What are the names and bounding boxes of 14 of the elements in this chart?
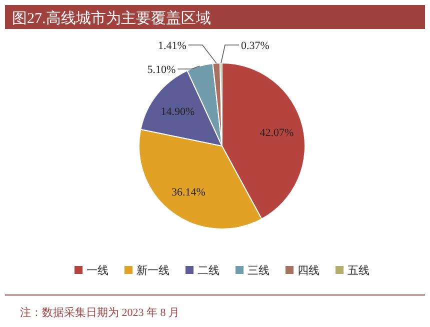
legend-label: 四线	[298, 264, 320, 277]
data-label: 42.07%	[260, 127, 294, 140]
data-label: 14.90%	[160, 106, 195, 118]
legend-label: 一线	[86, 264, 108, 277]
legend-label: 新一线	[136, 264, 170, 277]
legend-label: 二线	[198, 264, 220, 277]
legend-label: 三线	[248, 264, 270, 277]
chart-title: 图27.高线城市为主要覆盖区域	[12, 10, 211, 27]
data-label: 1.41%	[158, 40, 186, 52]
data-label: 5.10%	[147, 64, 176, 76]
data-label: 0.37%	[241, 40, 270, 52]
data-label: 36.14%	[171, 186, 206, 198]
legend-label: 五线	[348, 264, 370, 277]
text: 注：数据采集日期为 2023 年 8 月	[20, 306, 180, 319]
